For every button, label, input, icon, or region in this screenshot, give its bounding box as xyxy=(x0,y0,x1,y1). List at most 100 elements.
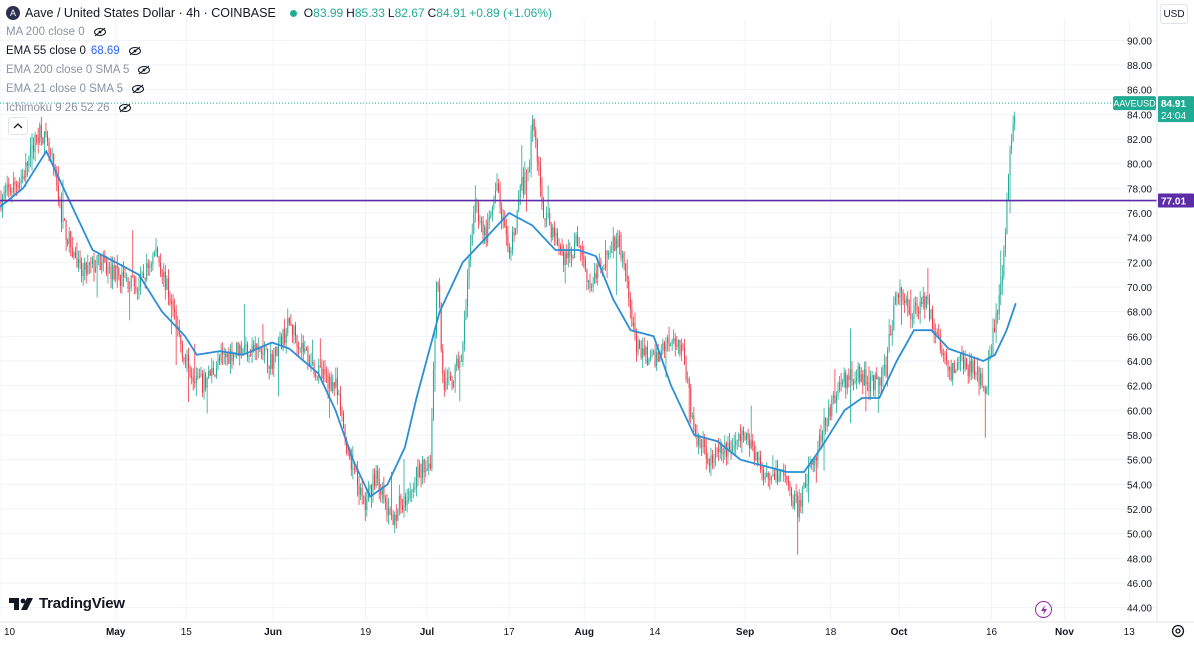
indicator-row[interactable]: Ichimoku 9 26 52 26 xyxy=(6,98,555,117)
candle-body xyxy=(138,286,140,291)
candle-body xyxy=(890,334,892,336)
candle-body xyxy=(448,376,450,378)
candle-body xyxy=(896,294,898,296)
hidden-eye-icon[interactable] xyxy=(93,27,107,37)
symbol-title[interactable]: Aave / United States Dollar · 4h · COINB… xyxy=(25,6,276,20)
candle-body xyxy=(397,510,399,521)
candle-body xyxy=(637,341,639,353)
candle-body xyxy=(823,418,825,432)
candle-body xyxy=(408,498,410,501)
candle-body xyxy=(808,467,810,485)
candle-body xyxy=(698,436,699,446)
candle-body xyxy=(615,238,617,251)
indicator-row[interactable]: EMA 21 close 0 SMA 5 xyxy=(6,79,555,98)
candle-body xyxy=(846,375,848,389)
candle-body xyxy=(688,378,690,388)
candle-body xyxy=(662,342,664,351)
candle-body xyxy=(507,235,509,247)
candle-body xyxy=(687,378,689,380)
candle-body xyxy=(842,381,844,384)
candle-body xyxy=(874,374,876,391)
candle-body xyxy=(482,221,484,235)
candle-body xyxy=(851,369,853,382)
candle-body xyxy=(488,216,490,222)
price-tick-label: 80.00 xyxy=(1127,160,1152,171)
candle-body xyxy=(738,434,740,440)
candle-body xyxy=(222,352,224,355)
candle-body xyxy=(76,257,78,267)
candle-body xyxy=(355,468,357,470)
candle-body xyxy=(789,483,791,489)
candle-body xyxy=(122,271,124,277)
candle-body xyxy=(158,256,160,263)
candle-body xyxy=(949,367,951,371)
candle-body xyxy=(299,348,301,349)
indicator-row[interactable]: MA 200 close 0 xyxy=(6,22,555,41)
candle-body xyxy=(778,475,780,482)
candle-body xyxy=(583,256,585,260)
candle-body xyxy=(146,263,148,280)
candle-body xyxy=(705,446,707,459)
candle-body xyxy=(460,361,462,363)
candle-body xyxy=(566,252,568,259)
candle-body xyxy=(995,313,997,333)
time-axis[interactable]: 10 May 15 Jun 19 Jul 17 Aug 14 Sep 18 Oct 16 Nov 13 xyxy=(0,621,1194,638)
flash-icon[interactable] xyxy=(1035,601,1052,618)
currency-button[interactable]: USD xyxy=(1160,4,1188,24)
candle-body xyxy=(972,360,974,373)
candle-body xyxy=(425,470,427,473)
indicator-row[interactable]: EMA 55 close 0 68.69 xyxy=(6,41,555,60)
candle-body xyxy=(691,415,693,418)
candle-body xyxy=(643,348,645,355)
price-tick-label: 88.00 xyxy=(1127,61,1152,72)
candle-body xyxy=(31,145,33,147)
candle-body xyxy=(307,349,309,363)
candle-body xyxy=(377,470,379,479)
candle-body xyxy=(694,429,696,435)
candle-body xyxy=(273,355,275,369)
candle-body xyxy=(742,430,744,436)
symbol-header[interactable]: A Aave / United States Dollar · 4h · COI… xyxy=(6,4,555,22)
candle-body xyxy=(315,374,317,376)
price-axis[interactable]: 90.00 88.00 86.00 84.00 82.00 80.00 78.00 76.00… xyxy=(1127,0,1158,622)
candle-body xyxy=(231,350,233,362)
tradingview-logo[interactable]: TradingView xyxy=(8,595,125,612)
low-value: 82.67 xyxy=(394,6,425,20)
candle-body xyxy=(741,430,743,442)
candle-body xyxy=(332,382,334,392)
indicator-value: 68.69 xyxy=(90,44,120,57)
candle-body xyxy=(17,185,19,189)
candle-body xyxy=(50,152,52,155)
indicator-row[interactable]: EMA 200 close 0 SMA 5 xyxy=(6,60,555,79)
collapse-legend-button[interactable] xyxy=(8,117,28,135)
candle-body xyxy=(169,297,171,305)
candle-body xyxy=(826,425,828,427)
candle-body xyxy=(736,439,738,442)
hidden-eye-icon[interactable] xyxy=(131,84,145,94)
hidden-eye-icon[interactable] xyxy=(118,103,132,113)
hidden-eye-icon[interactable] xyxy=(128,46,142,56)
candle-body xyxy=(101,262,103,271)
candle-body xyxy=(141,272,143,275)
candle-body xyxy=(744,435,746,440)
candle-body xyxy=(490,214,492,217)
candle-body xyxy=(42,138,44,144)
change-value: +0.89 (+1.06%) xyxy=(469,6,553,20)
candle-body xyxy=(369,485,371,489)
hidden-eye-icon[interactable] xyxy=(137,65,151,75)
candle-body xyxy=(880,376,882,386)
candle-body xyxy=(601,268,603,269)
candle-body xyxy=(839,382,841,390)
candle-body xyxy=(959,352,961,363)
candle-body xyxy=(865,369,867,385)
candle-body xyxy=(868,382,870,392)
gear-icon[interactable] xyxy=(1170,623,1186,639)
candle-body xyxy=(378,478,380,491)
indicator-label: EMA 55 close 0 xyxy=(6,44,86,57)
candle-body xyxy=(897,294,899,298)
candle-body xyxy=(253,345,255,351)
brand-wordmark: TradingView xyxy=(39,595,125,612)
open-value: 83.99 xyxy=(313,6,344,20)
candle-body xyxy=(667,337,668,343)
